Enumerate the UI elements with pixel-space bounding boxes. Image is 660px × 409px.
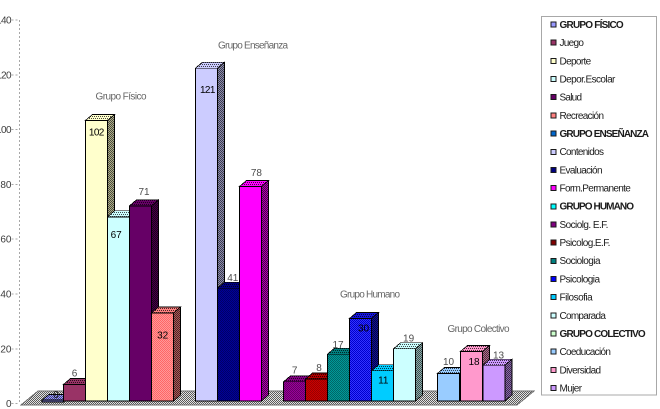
svg-text:71: 71 xyxy=(138,187,150,198)
svg-text:Form.Permanente: Form.Permanente xyxy=(560,184,632,195)
svg-text:Mujer: Mujer xyxy=(560,384,583,395)
svg-text:Contenidos: Contenidos xyxy=(560,147,605,158)
svg-text:40: 40 xyxy=(0,290,12,301)
svg-text:Grupo Físico: Grupo Físico xyxy=(96,92,147,103)
svg-text:11: 11 xyxy=(378,375,389,386)
svg-text:GRUPO HUMANO: GRUPO HUMANO xyxy=(560,202,635,213)
svg-text:GRUPO COLECTIVO: GRUPO COLECTIVO xyxy=(560,329,646,340)
svg-text:30: 30 xyxy=(358,324,370,335)
svg-text:Diversidad: Diversidad xyxy=(560,365,602,376)
svg-text:80: 80 xyxy=(0,180,12,191)
svg-text:Psicologia: Psicologia xyxy=(560,274,601,285)
svg-text:Evaluación: Evaluación xyxy=(560,165,603,176)
svg-text:78: 78 xyxy=(251,168,263,179)
svg-text:41: 41 xyxy=(227,273,239,284)
svg-text:13: 13 xyxy=(493,351,505,362)
svg-text:100: 100 xyxy=(0,125,12,136)
svg-text:121: 121 xyxy=(200,85,216,96)
svg-text:GRUPO ENSEÑANZA: GRUPO ENSEÑANZA xyxy=(560,127,650,140)
svg-text:GRUPO FÍSICO: GRUPO FÍSICO xyxy=(560,18,624,31)
svg-text:18: 18 xyxy=(468,357,480,368)
svg-text:Sociologia: Sociologia xyxy=(560,256,601,267)
svg-text:Grupo Colectivo: Grupo Colectivo xyxy=(448,324,510,335)
svg-text:6: 6 xyxy=(72,369,78,380)
svg-text:Depor.Escolar: Depor.Escolar xyxy=(560,74,617,85)
svg-text:Juego: Juego xyxy=(560,38,585,49)
svg-text:Sociolg. E.F.: Sociolg. E.F. xyxy=(560,220,609,231)
svg-text:Filosofia: Filosofia xyxy=(560,293,594,304)
svg-text:0: 0 xyxy=(53,390,59,401)
svg-text:0: 0 xyxy=(6,399,12,409)
svg-text:Grupo Humano: Grupo Humano xyxy=(340,290,400,301)
svg-text:120: 120 xyxy=(0,70,12,81)
svg-text:67: 67 xyxy=(111,230,123,241)
svg-text:Deporte: Deporte xyxy=(560,56,592,67)
svg-text:8: 8 xyxy=(316,363,322,374)
svg-text:32: 32 xyxy=(157,330,169,341)
svg-text:Comparada: Comparada xyxy=(560,311,607,322)
svg-text:19: 19 xyxy=(403,333,415,344)
svg-text:Grupo Enseñanza: Grupo Enseñanza xyxy=(218,41,288,52)
svg-text:17: 17 xyxy=(332,340,344,351)
svg-text:10: 10 xyxy=(443,357,455,368)
svg-text:Salud: Salud xyxy=(560,93,583,104)
svg-text:140: 140 xyxy=(0,16,12,27)
svg-text:102: 102 xyxy=(89,128,105,139)
svg-text:20: 20 xyxy=(0,344,12,355)
svg-text:7: 7 xyxy=(292,366,298,377)
svg-text:60: 60 xyxy=(0,235,12,246)
svg-text:Recreación: Recreación xyxy=(560,111,605,122)
svg-text:Psicolog.E.F.: Psicolog.E.F. xyxy=(560,238,611,249)
svg-text:Coeducación: Coeducación xyxy=(560,347,611,358)
